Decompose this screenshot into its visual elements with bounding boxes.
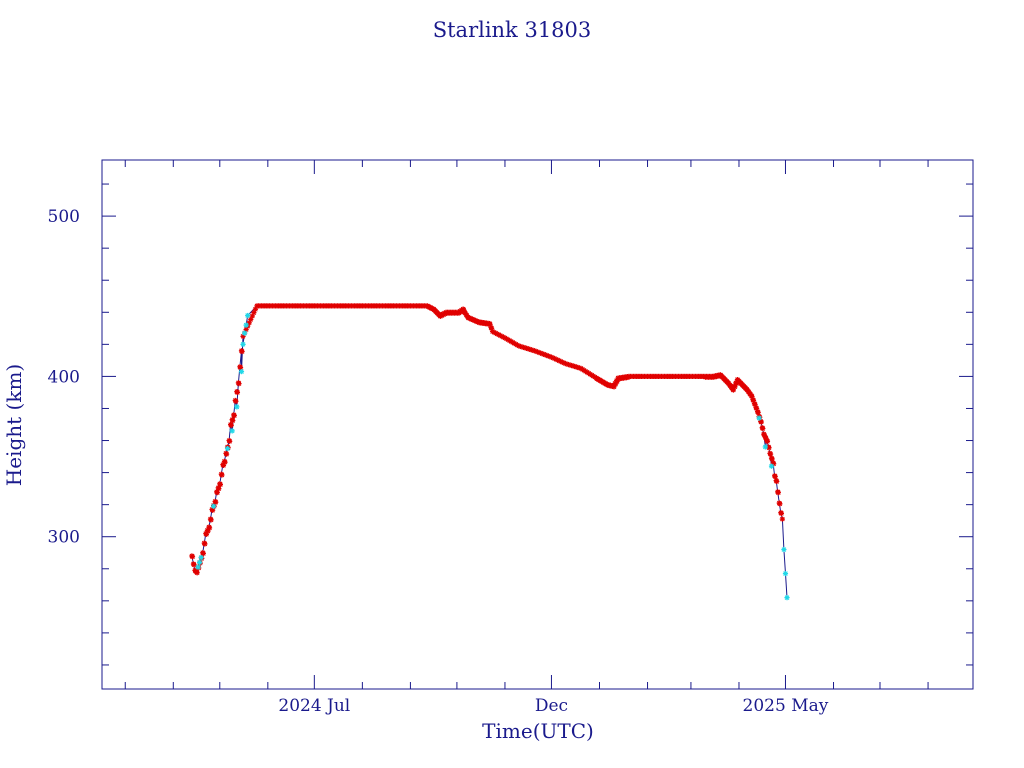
- x-axis-label: Time(UTC): [482, 719, 594, 743]
- data-point: [758, 419, 764, 425]
- data-point: [238, 369, 245, 375]
- y-tick-label: 400: [48, 367, 80, 387]
- x-tick-label: 2025 May: [743, 696, 829, 716]
- data-point: [191, 562, 197, 568]
- data-point: [227, 438, 233, 444]
- data-point: [224, 445, 231, 452]
- data-markers: [189, 303, 790, 601]
- data-point: [768, 463, 775, 469]
- data-point: [230, 417, 236, 424]
- data-point: [206, 525, 213, 531]
- data-point: [213, 499, 219, 505]
- data-point: [228, 422, 234, 428]
- data-point: [234, 404, 240, 410]
- x-tick-label: Dec: [535, 696, 568, 716]
- data-point: [774, 478, 780, 485]
- data-point: [784, 595, 790, 601]
- data-point: [239, 348, 245, 355]
- data-point: [778, 510, 785, 517]
- data-point: [782, 570, 789, 577]
- data-point: [234, 389, 241, 396]
- data-point: [216, 486, 222, 492]
- data-point: [195, 564, 201, 570]
- data-point: [764, 438, 771, 444]
- axis-ticks: [102, 160, 973, 689]
- data-point: [202, 541, 208, 547]
- data-point: [210, 503, 217, 509]
- trajectory-line: [757, 411, 788, 598]
- data-point: [200, 550, 206, 557]
- data-point: [245, 312, 251, 319]
- data-point: [756, 415, 762, 421]
- data-point: [233, 398, 239, 404]
- x-tick-label: 2024 Jul: [278, 696, 350, 716]
- data-point: [762, 444, 768, 450]
- data-point: [194, 570, 200, 576]
- data-point: [760, 425, 766, 432]
- data-point: [766, 445, 772, 451]
- data-point: [197, 559, 203, 565]
- data-point: [243, 322, 249, 328]
- data-point: [237, 364, 244, 371]
- data-point: [241, 330, 248, 336]
- data-point: [772, 473, 778, 480]
- plot-frame: [101, 159, 974, 690]
- data-point: [229, 428, 235, 434]
- data-point: [198, 554, 204, 561]
- y-axis-label: Height (km): [2, 364, 26, 486]
- axis-tick-labels: 300 400 500 2024 Jul Dec 2025 May: [48, 207, 829, 716]
- data-point: [755, 409, 761, 416]
- data-point: [210, 507, 216, 513]
- data-point: [222, 459, 228, 465]
- data-point: [208, 517, 214, 523]
- trajectory-line: [191, 305, 258, 573]
- data-point: [231, 413, 237, 419]
- y-tick-label: 300: [48, 528, 80, 548]
- data-point: [219, 472, 225, 478]
- data-point: [767, 451, 774, 457]
- data-point: [775, 490, 781, 496]
- data-point: [189, 554, 196, 560]
- y-tick-label: 500: [48, 207, 80, 227]
- data-point: [223, 451, 230, 457]
- data-point: [240, 341, 246, 347]
- data-point: [769, 456, 775, 462]
- data-point: [236, 381, 242, 387]
- data-point: [777, 501, 783, 507]
- data-point: [217, 482, 223, 488]
- chart-title: Starlink 31803: [433, 18, 592, 42]
- data-point: [781, 546, 787, 553]
- data-point: [779, 516, 785, 522]
